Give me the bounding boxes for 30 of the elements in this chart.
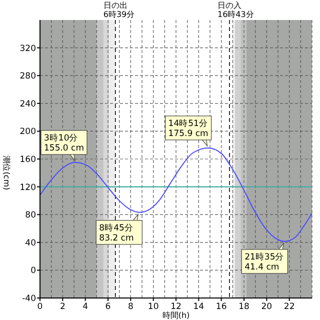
x-tick-label: 18 bbox=[238, 302, 250, 312]
y-tick-label: 280 bbox=[20, 72, 36, 82]
annotation: 3時10分 155.0 cm bbox=[44, 132, 84, 154]
y-tick-label: 80 bbox=[25, 210, 36, 221]
annotation: 8時45分 83.2 cm bbox=[99, 222, 134, 244]
x-tick-label: 8 bbox=[128, 302, 134, 312]
y-tick-label: 160 bbox=[20, 155, 36, 165]
x-tick-label: 20 bbox=[261, 302, 272, 312]
x-tick-label: 2 bbox=[60, 302, 66, 312]
y-tick-label: 240 bbox=[20, 99, 36, 110]
y-tick-label: 120 bbox=[20, 182, 36, 193]
x-tick-label: 0 bbox=[37, 302, 43, 312]
annotation: 14時51分 175.9 cm bbox=[168, 118, 208, 139]
y-tick-label: 40 bbox=[25, 238, 36, 248]
y-tick-label: 200 bbox=[20, 127, 36, 138]
y-tick-label: 320 bbox=[20, 44, 36, 54]
x-tick-label: 12 bbox=[170, 302, 182, 312]
ref-line-label: 日の入 16時43分 bbox=[217, 1, 254, 19]
y-tick-label: 0 bbox=[30, 266, 36, 276]
x-tick-label: 14 bbox=[193, 302, 204, 312]
x-axis-title: 時間(h) bbox=[162, 311, 190, 320]
x-tick-label: 16 bbox=[216, 302, 227, 312]
ref-line-label: 日の出 6時39分 bbox=[103, 1, 135, 19]
x-tick-label: 6 bbox=[105, 302, 111, 312]
y-tick-label: -40 bbox=[22, 294, 36, 304]
x-tick-label: 4 bbox=[82, 302, 88, 312]
x-tick-label: 22 bbox=[284, 302, 295, 312]
y-axis-title: 潮位(cm) bbox=[2, 156, 11, 190]
annotation: 21時35分 41.4 cm bbox=[244, 251, 284, 272]
x-tick-label: 10 bbox=[148, 302, 159, 312]
